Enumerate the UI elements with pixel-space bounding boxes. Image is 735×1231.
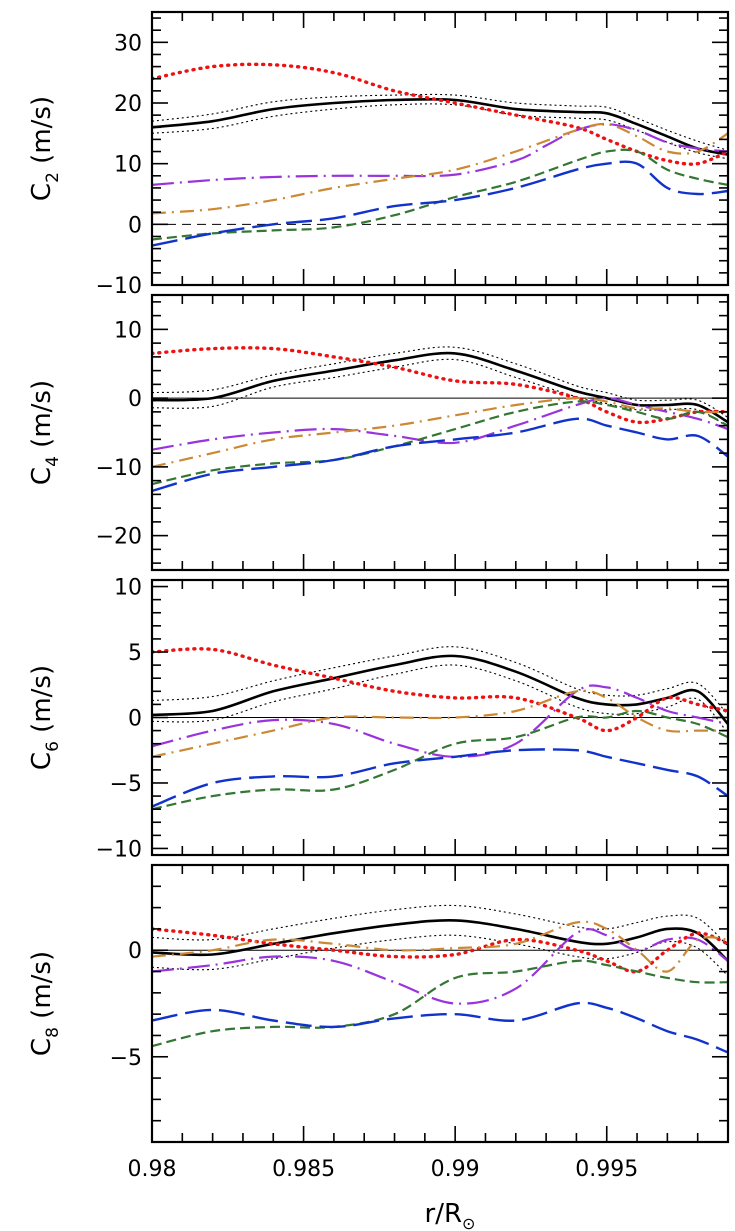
- y-axis-label: C2 (m/s): [27, 96, 63, 201]
- series-line-7: [152, 709, 728, 811]
- y-tick-label: −5: [110, 1046, 142, 1071]
- series-line-7: [152, 959, 728, 1048]
- x-tick-label: 0.98: [128, 1157, 177, 1182]
- series-line-2: [152, 93, 728, 151]
- panel-frame: [150, 293, 730, 572]
- y-tick-label: −20: [96, 525, 142, 550]
- series-line-6: [152, 396, 728, 468]
- y-tick-label: 10: [114, 153, 142, 178]
- series-line-1: [152, 97, 728, 156]
- y-tick-label: 0: [128, 707, 142, 732]
- series-line-6: [152, 122, 728, 215]
- panel-frame: [150, 578, 730, 857]
- series-line-2: [152, 904, 728, 947]
- series-line-4: [152, 927, 728, 974]
- panel-frame: [150, 863, 730, 1144]
- y-tick-label: −5: [110, 772, 142, 797]
- series-line-1: [152, 654, 728, 725]
- series-line-4: [152, 346, 728, 425]
- panel-c4: −20 −10 0 10 C4 (m/s): [27, 293, 730, 572]
- y-tick-label: −10: [96, 274, 142, 299]
- series-line-4: [152, 62, 728, 166]
- series-line-2: [152, 346, 728, 418]
- panel-frame: [150, 10, 730, 287]
- y-tick-label: 10: [114, 576, 142, 601]
- y-tick-label: 0: [128, 387, 142, 412]
- series-line-4: [152, 647, 728, 733]
- series-line-3: [152, 103, 728, 160]
- x-axis-label: r/R⊙: [425, 1199, 476, 1231]
- y-tick-label: 30: [114, 31, 142, 56]
- series-line-7: [152, 148, 728, 241]
- x-tick-label: 0.985: [272, 1157, 335, 1182]
- series-line-5: [152, 123, 728, 186]
- panel-c6: −10 −5 0 5 10 C6 (m/s): [27, 576, 730, 862]
- series-line-7: [152, 400, 728, 486]
- series-line-6: [152, 920, 728, 973]
- y-axis-label: C6 (m/s): [27, 665, 63, 770]
- series-line-1: [152, 351, 728, 424]
- series-line-6: [152, 689, 728, 758]
- y-tick-label: 5: [128, 641, 142, 666]
- y-tick-label: −10: [96, 456, 142, 481]
- series-line-8: [152, 748, 728, 808]
- series-line-5: [152, 397, 728, 451]
- y-axis-label: C8 (m/s): [27, 951, 63, 1056]
- series-line-5: [152, 684, 728, 758]
- panel-c2: −10 0 10 20 30 C2 (m/s): [27, 10, 730, 299]
- series-line-8: [152, 160, 728, 247]
- x-tick-label: 0.99: [431, 1157, 480, 1182]
- series-line-3: [152, 358, 728, 428]
- y-tick-label: 0: [128, 939, 142, 964]
- series-line-1: [152, 918, 728, 962]
- series-line-5: [152, 928, 728, 1005]
- panel-c8: −5 0 C8 (m/s) 0.98 0.985 0.99 0.995 r/R⊙: [27, 863, 730, 1231]
- series-line-2: [152, 646, 728, 716]
- series-line-3: [152, 664, 728, 734]
- y-tick-label: −10: [96, 837, 142, 862]
- y-tick-label: 20: [114, 92, 142, 117]
- y-tick-label: 10: [114, 318, 142, 343]
- x-tick-label: 0.995: [575, 1157, 638, 1182]
- series-line-8: [152, 1001, 728, 1054]
- y-axis-label: C4 (m/s): [27, 380, 63, 485]
- y-tick-label: 0: [128, 213, 142, 238]
- series-line-8: [152, 417, 728, 493]
